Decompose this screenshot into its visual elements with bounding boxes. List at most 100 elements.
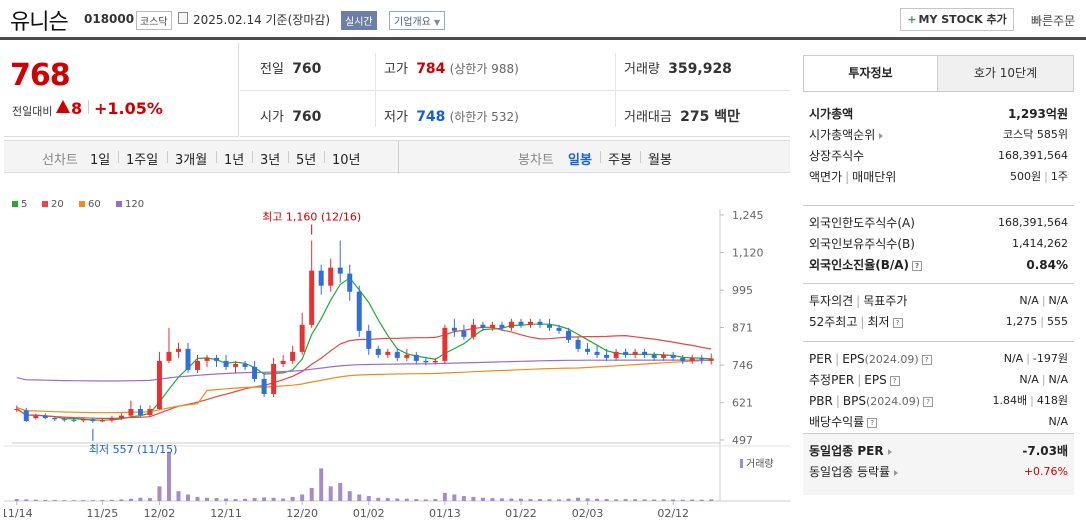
help-icon[interactable]: ? (923, 396, 934, 407)
max-price-label: 최고 1,160 (12/16) (262, 211, 361, 224)
volume-bar (214, 498, 219, 501)
candle-daily-tab[interactable]: 일봉 (568, 153, 592, 168)
help-icon[interactable]: ? (912, 260, 923, 271)
period-1y[interactable]: 1년 (224, 153, 245, 168)
volume-bar (119, 499, 124, 501)
divider: | (835, 352, 840, 366)
stock-code: 018000 (84, 12, 135, 26)
period-10y[interactable]: 10년 (332, 153, 361, 168)
volume-bar (43, 499, 48, 501)
candle-body (699, 357, 705, 360)
divider (398, 141, 399, 174)
divider: | (845, 170, 850, 184)
info-value-1: 1,414,262 (1012, 237, 1068, 250)
x-tick-label: 02/03 (572, 507, 604, 520)
company-overview-dropdown[interactable]: 기업개요 ▼ (389, 11, 446, 30)
info-row: 투자의견 | 목표주가 N/A | N/A (809, 291, 1068, 311)
candle-monthly-tab[interactable]: 월봉 (648, 153, 672, 168)
info-key-label: 상장주식수 (809, 149, 865, 163)
info-key-label: 외국인소진율(B/A) (809, 258, 910, 272)
info-value-1: 500원 (1010, 170, 1042, 183)
low-price: 저가 748 (하한가 532) (384, 106, 519, 125)
tab-invest-info[interactable]: 투자정보 (804, 56, 938, 91)
tab-orderbook[interactable]: 호가 10단계 (938, 56, 1073, 91)
info-value-1: -7.03배 (1022, 444, 1068, 458)
candle-body (223, 360, 229, 367)
candle-body (451, 327, 457, 331)
caret-right-icon[interactable] (887, 448, 892, 455)
caret-right-icon[interactable] (879, 132, 884, 139)
candle-body (527, 321, 533, 325)
candle-body (137, 409, 143, 416)
divider (375, 53, 376, 127)
help-icon[interactable]: ? (921, 354, 932, 365)
period-5y[interactable]: 5년 (296, 153, 317, 168)
volume-bar (690, 499, 695, 501)
info-key-label: 투자의견 (809, 294, 854, 308)
add-mystock-button[interactable]: + MY STOCK 추가 (900, 8, 1014, 31)
info-value-1: 1.84배 (992, 394, 1028, 407)
info-row: 액면가 | 매매단위 500원 | 1주 (809, 167, 1068, 187)
caret-right-icon[interactable] (894, 469, 899, 476)
info-key: 동일업종 PER (809, 441, 892, 461)
candle-body (42, 415, 48, 419)
candle-body (118, 415, 124, 419)
info-value-1: 168,391,564 (998, 149, 1068, 162)
divider (600, 151, 601, 163)
help-icon[interactable]: ? (867, 417, 878, 428)
period-3y[interactable]: 3년 (260, 153, 281, 168)
info-row: 외국인보유주식수(B) 1,414,262 (809, 234, 1068, 254)
candle-weekly-tab[interactable]: 주봉 (608, 153, 632, 168)
candle-body (499, 324, 505, 328)
market-badge: 코스닥 (136, 11, 172, 30)
period-1w[interactable]: 1주일 (126, 153, 159, 168)
help-icon[interactable]: ? (889, 375, 900, 386)
volume-bar (128, 498, 133, 501)
volume-bar (376, 497, 381, 501)
volume-bar (62, 500, 67, 501)
info-key-label-2: 매매단위 (852, 170, 897, 184)
volume-bar (147, 498, 152, 501)
info-row: 동일업종 등락률 +0.76% (809, 462, 1068, 482)
x-tick-label: 12/11 (210, 507, 242, 520)
volume-bar (243, 498, 248, 501)
info-key-label: 시가총액순위 (809, 128, 876, 142)
quick-order-link[interactable]: 빠른주문 (1031, 14, 1076, 28)
volume-bar (709, 499, 714, 501)
candle-body (90, 419, 96, 422)
candle-body (356, 291, 362, 331)
stock-name: 유니슨 (10, 10, 69, 35)
volume-bar (547, 499, 552, 501)
stock-chart[interactable]: 1,245 1,120 995 871 746 621 497 5 20 60 120 거래량 최고 1… (4, 195, 790, 529)
candle-body (632, 351, 638, 355)
volume-bar (699, 499, 704, 501)
volume-bar (395, 498, 400, 501)
volume-bar (461, 496, 466, 501)
volume-bar (595, 498, 600, 501)
info-value-1: 1,275 (1005, 315, 1038, 328)
help-icon[interactable]: ? (892, 317, 903, 328)
volume-legend-swatch (740, 459, 743, 468)
plus-icon: + (907, 13, 917, 26)
divider (240, 90, 790, 91)
volume-bar (404, 498, 409, 501)
period-3m[interactable]: 3개월 (175, 153, 208, 168)
info-key-label: 액면가 (809, 170, 843, 184)
candle-body (594, 351, 600, 355)
candle-body (299, 324, 305, 352)
candle-body (642, 351, 648, 355)
period-1d[interactable]: 1일 (90, 153, 111, 168)
realtime-button[interactable]: 실시간 (341, 11, 377, 30)
x-tick-label: 11/25 (87, 507, 119, 520)
info-value: 1,275 | 555 (1006, 312, 1068, 332)
low-value: 748 (416, 109, 446, 125)
info-key: 배당수익률? (809, 412, 878, 432)
volume-bar (33, 499, 38, 501)
volume-bar (433, 499, 438, 501)
info-value-2: 418원 (1036, 394, 1068, 407)
candlestick-chart[interactable]: 1,245 1,120 995 871 746 621 497 5 20 60 120 거래량 최고 1… (4, 195, 790, 529)
info-key: 시가총액 (809, 104, 853, 124)
candle-body (14, 409, 20, 411)
volume-bar (452, 494, 457, 501)
